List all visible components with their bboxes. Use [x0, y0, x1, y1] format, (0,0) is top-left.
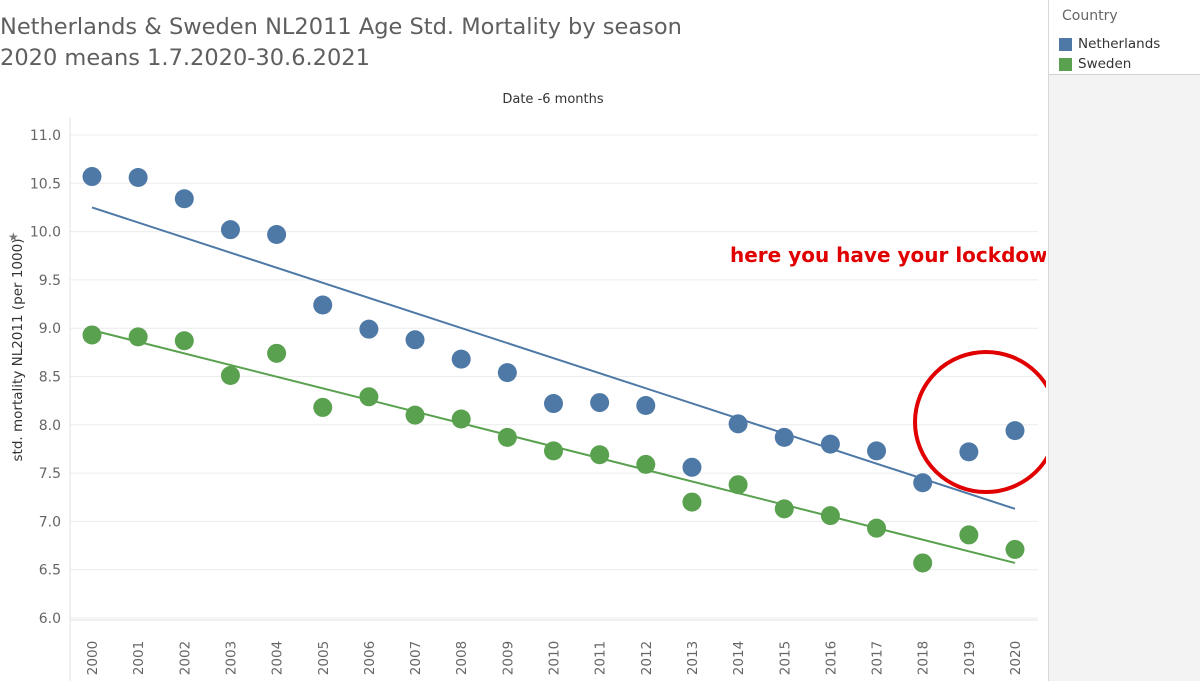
x-tick-label: 2018 — [916, 641, 932, 675]
y-tick-label: 7.5 — [39, 466, 61, 482]
y-tick-label: 9.0 — [39, 321, 61, 337]
y-tick-label: 11.0 — [30, 128, 61, 144]
point-sweden-2007 — [405, 405, 425, 425]
x-tick-label: 2012 — [639, 641, 655, 675]
x-tick-label: 2003 — [223, 641, 239, 675]
point-netherlands-2017 — [867, 441, 887, 461]
x-tick-label: 2014 — [731, 641, 747, 675]
trend-line-netherlands — [91, 206, 1016, 510]
point-netherlands-2014 — [728, 414, 748, 434]
point-netherlands-2015 — [774, 427, 794, 447]
annotation-text: here you have your lockdowns — [730, 243, 1046, 267]
point-sweden-2008 — [451, 409, 471, 429]
y-tick-label: 9.5 — [39, 273, 61, 289]
legend-item-sweden[interactable]: Sweden — [1059, 55, 1131, 73]
legend-title: Country — [1062, 8, 1118, 24]
x-tick-label: 2006 — [362, 641, 378, 675]
point-netherlands-2005 — [313, 295, 333, 315]
scatter-chart: Date -6 months 6.0 6.5 7.0 7.5 8.0 8.5 9.0 9.5 10… — [8, 92, 1046, 681]
point-netherlands-2000 — [82, 167, 102, 187]
point-netherlands-2011 — [590, 393, 610, 413]
legend-label-netherlands: Netherlands — [1078, 36, 1161, 52]
x-tick-label: 2020 — [1008, 641, 1024, 675]
x-tick-label: 2017 — [870, 641, 886, 675]
point-sweden-2002 — [174, 331, 194, 351]
point-netherlands-2008 — [451, 349, 471, 369]
x-axis-top-label: Date -6 months — [502, 92, 603, 107]
point-sweden-2013 — [682, 492, 702, 512]
point-netherlands-2018 — [913, 473, 933, 493]
point-netherlands-2012 — [636, 395, 656, 415]
point-sweden-2005 — [313, 397, 333, 417]
x-tick-label: 2019 — [962, 641, 978, 675]
y-axis-title: std. mortality NL2011 (per 1000) — [10, 239, 26, 462]
point-netherlands-2016 — [820, 434, 840, 454]
point-netherlands-2019 — [959, 442, 979, 462]
x-tick-label: 2011 — [593, 641, 609, 675]
x-tick-label: 2001 — [131, 641, 147, 675]
x-tick-label: 2007 — [408, 641, 424, 675]
point-netherlands-2010 — [544, 394, 563, 414]
point-sweden-2018 — [913, 553, 933, 573]
point-netherlands-2007 — [405, 330, 425, 350]
x-tick-label: 2016 — [823, 641, 839, 675]
chart-subtitle: 2020 means 1.7.2020-30.6.2021 — [0, 45, 370, 71]
point-sweden-2020 — [1005, 539, 1025, 559]
point-netherlands-2013 — [682, 457, 702, 477]
legend-item-netherlands[interactable]: Netherlands — [1059, 35, 1160, 53]
legend-panel: Country Netherlands Sweden — [1048, 0, 1200, 681]
y-tick-label: 6.0 — [39, 611, 61, 627]
point-sweden-2001 — [128, 327, 148, 347]
point-sweden-2011 — [590, 445, 610, 465]
y-tick-label: 8.5 — [39, 370, 61, 386]
x-tick-label: 2000 — [85, 641, 101, 675]
x-tick-label: 2015 — [777, 641, 793, 675]
y-tick-label: 10.0 — [30, 225, 61, 241]
point-sweden-2012 — [636, 454, 656, 474]
x-tick-label: 2008 — [454, 641, 470, 675]
point-sweden-2019 — [959, 525, 979, 545]
point-sweden-2006 — [359, 387, 379, 407]
point-netherlands-2020 — [1005, 421, 1025, 441]
point-sweden-2015 — [774, 499, 794, 519]
point-sweden-2009 — [497, 427, 517, 447]
point-netherlands-2002 — [174, 189, 194, 209]
y-tick-label: 8.0 — [39, 418, 61, 434]
point-sweden-2010 — [544, 441, 563, 461]
x-tick-label: 2002 — [177, 641, 193, 675]
x-tick-label: 2004 — [270, 641, 286, 675]
y-tick-label: 6.5 — [39, 563, 61, 579]
pin-icon: ★ — [8, 230, 19, 244]
point-netherlands-2003 — [220, 220, 240, 240]
point-sweden-2000 — [82, 325, 102, 345]
x-tick-label: 2010 — [547, 641, 563, 675]
point-sweden-2004 — [267, 343, 287, 363]
x-tick-label: 2013 — [685, 641, 701, 675]
chart-title-block: Netherlands & Sweden NL2011 Age Std. Mor… — [0, 12, 682, 74]
point-netherlands-2004 — [267, 224, 287, 244]
legend: Country Netherlands Sweden — [1049, 0, 1200, 75]
point-sweden-2017 — [867, 518, 887, 538]
point-sweden-2016 — [820, 506, 840, 526]
legend-swatch-netherlands — [1059, 37, 1072, 51]
point-sweden-2014 — [728, 475, 748, 495]
point-netherlands-2009 — [497, 363, 517, 383]
y-tick-label: 7.0 — [39, 514, 61, 530]
point-netherlands-2001 — [128, 168, 148, 188]
y-tick-label: 10.5 — [30, 176, 61, 192]
point-sweden-2003 — [220, 366, 240, 386]
x-tick-label: 2005 — [316, 641, 332, 675]
chart-title: Netherlands & Sweden NL2011 Age Std. Mor… — [0, 14, 682, 40]
point-netherlands-2006 — [359, 319, 379, 339]
x-tick-label: 2009 — [500, 641, 516, 675]
legend-swatch-sweden — [1059, 57, 1072, 71]
legend-label-sweden: Sweden — [1078, 56, 1132, 72]
annotation-circle — [913, 350, 1046, 494]
